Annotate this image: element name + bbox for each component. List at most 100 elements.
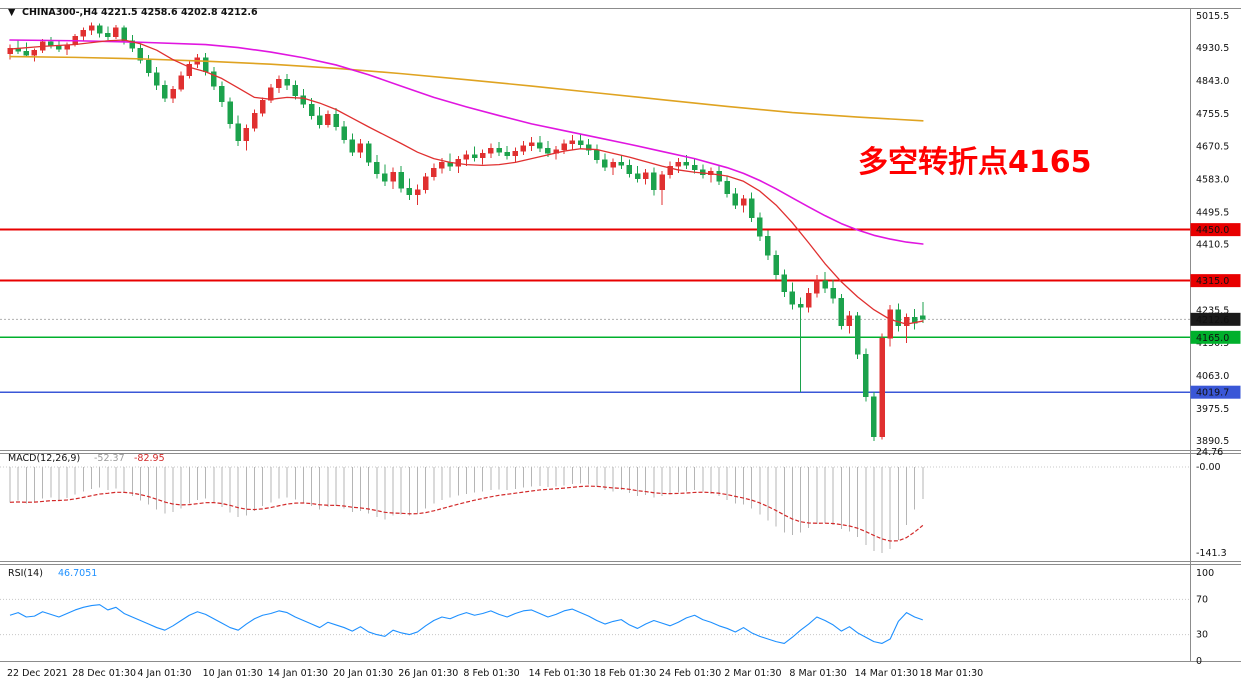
candle-body bbox=[398, 171, 404, 189]
candle-body bbox=[667, 165, 673, 176]
candle-body bbox=[757, 217, 763, 237]
annotation-text: 多空转折点4165 bbox=[858, 145, 1092, 180]
rsi-line bbox=[9, 604, 923, 644]
candle-body bbox=[349, 139, 356, 153]
candle-body bbox=[911, 317, 918, 324]
rsi-indicator bbox=[0, 598, 1190, 644]
macd-axis-label: 24.76 bbox=[1196, 447, 1223, 458]
candle-body bbox=[145, 60, 152, 74]
time-axis-label: 14 Feb 01:30 bbox=[529, 668, 591, 679]
axis-labels: 5015.5 4930.5 4843.0 4755.5 4670.5 4583.0 4495… bbox=[1196, 11, 1229, 667]
candle-body bbox=[618, 162, 624, 166]
time-axis-label: 18 Feb 01:30 bbox=[594, 668, 656, 679]
candle-body bbox=[577, 140, 584, 145]
candle-body bbox=[528, 142, 535, 147]
time-axis-label: 22 Dec 2021 bbox=[7, 668, 68, 679]
ma-fast-line bbox=[9, 39, 924, 325]
candle-body bbox=[740, 198, 747, 206]
macd-header: MACD(12,26,9) -52.37 -82.95 bbox=[8, 453, 165, 464]
price-axis-label: 5015.5 bbox=[1196, 11, 1229, 22]
macd-label: MACD(12,26,9) bbox=[8, 453, 80, 464]
price-badges: 4450.0 4315.0 4212.6 4165.0 4019.7 bbox=[1190, 223, 1241, 399]
price-badge bbox=[1190, 312, 1241, 326]
candle-body bbox=[276, 79, 282, 89]
price-axis-label: 4670.5 bbox=[1196, 141, 1229, 152]
price-axis-label: 4063.0 bbox=[1196, 371, 1229, 382]
candle-body bbox=[153, 72, 160, 86]
rsi-chart-area[interactable] bbox=[0, 564, 1190, 661]
price-axis-label: 3975.5 bbox=[1196, 404, 1229, 415]
chart-title: CHINA300-,H4 4221.5 4258.6 4202.8 4212.6 bbox=[22, 7, 258, 18]
candle-body bbox=[683, 162, 690, 166]
rsi-axis-label: 30 bbox=[1196, 630, 1208, 641]
candle-body bbox=[765, 236, 771, 256]
candle-body bbox=[308, 103, 315, 116]
price-axis-label: 4843.0 bbox=[1196, 76, 1229, 87]
ma-mid-line bbox=[9, 39, 924, 245]
candle-body bbox=[227, 101, 233, 125]
candle-body bbox=[463, 154, 470, 160]
macd-chart-area[interactable] bbox=[0, 451, 1190, 561]
candle-body bbox=[96, 25, 103, 34]
price-badge-label: 4450.0 bbox=[1196, 225, 1229, 236]
candle-body bbox=[626, 165, 633, 174]
candle-body bbox=[871, 396, 877, 437]
candle-body bbox=[374, 162, 380, 174]
candle-body bbox=[830, 287, 836, 299]
candle-body bbox=[594, 150, 600, 160]
candle-body bbox=[31, 49, 38, 56]
time-axis-label: 20 Jan 01:30 bbox=[333, 668, 393, 679]
candle-body bbox=[512, 150, 519, 157]
macd-indicator bbox=[0, 466, 1190, 554]
candle-body bbox=[105, 32, 111, 38]
candle-body bbox=[382, 173, 388, 182]
symbol-dropdown-icon[interactable]: ▼ bbox=[8, 7, 16, 18]
price-badge-label: 4212.6 bbox=[1196, 315, 1229, 326]
rsi-value: 46.7051 bbox=[58, 568, 97, 579]
candle-body bbox=[88, 25, 95, 31]
candle-body bbox=[773, 255, 779, 276]
candle-body bbox=[895, 309, 902, 327]
candle-body bbox=[431, 168, 437, 177]
candle-body bbox=[797, 304, 804, 308]
candle-body bbox=[822, 280, 828, 289]
price-badge bbox=[1190, 385, 1241, 399]
candle-body bbox=[496, 148, 502, 153]
candle-body bbox=[479, 153, 486, 159]
candle-body bbox=[520, 145, 527, 152]
candle-body bbox=[202, 57, 209, 72]
ma-slow-line bbox=[9, 55, 924, 122]
candle-body bbox=[300, 95, 307, 105]
main-chart-area[interactable] bbox=[0, 8, 1190, 449]
price-badge-label: 4019.7 bbox=[1196, 388, 1229, 399]
price-axis-label: 4930.5 bbox=[1196, 43, 1229, 54]
candle-body bbox=[863, 354, 869, 397]
candle-body bbox=[243, 128, 250, 142]
candle-body bbox=[814, 280, 820, 294]
candle-body bbox=[805, 292, 812, 308]
candle-body bbox=[920, 315, 926, 320]
candle-body bbox=[390, 171, 396, 182]
price-axis-label: 3890.5 bbox=[1196, 436, 1229, 447]
candle-body bbox=[610, 162, 616, 168]
candle-body bbox=[748, 198, 755, 218]
candle-body bbox=[333, 114, 339, 128]
price-axis-label: 4583.0 bbox=[1196, 174, 1229, 185]
time-axis-label: 26 Jan 01:30 bbox=[398, 668, 458, 679]
candle-body bbox=[170, 88, 176, 99]
time-axis-label: 14 Mar 01:30 bbox=[855, 668, 918, 679]
macd-main-value: -52.37 bbox=[94, 453, 125, 464]
candle-body bbox=[846, 315, 853, 327]
candle-body bbox=[642, 172, 649, 179]
chart-header: ▼ CHINA300-,H4 4221.5 4258.6 4202.8 4212… bbox=[8, 7, 258, 18]
candle-body bbox=[414, 189, 421, 196]
candle-body bbox=[325, 114, 331, 125]
time-axis-label: 18 Mar 01:30 bbox=[920, 668, 983, 679]
macd-axis-label: -0.00 bbox=[1196, 462, 1221, 473]
time-axis: 22 Dec 2021 28 Dec 01:30 4 Jan 01:30 10 Jan… bbox=[7, 668, 983, 679]
candle-body bbox=[259, 100, 266, 114]
candle-body bbox=[569, 140, 576, 144]
candle-body bbox=[316, 115, 323, 125]
